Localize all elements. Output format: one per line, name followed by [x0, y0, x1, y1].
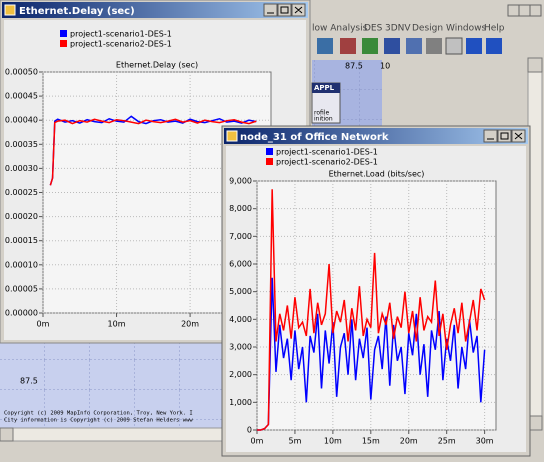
menu-item[interactable]: low Analysis — [312, 24, 368, 34]
y-tick-label: 0.00010 — [5, 260, 38, 269]
y-tick-label: 0.00035 — [5, 140, 38, 149]
x-tick-label: 15m — [362, 437, 380, 446]
y-tick-label: 0.00025 — [5, 188, 38, 197]
menu-item[interactable]: Help — [484, 24, 505, 34]
window-buttons[interactable] — [263, 3, 306, 17]
legend-swatch — [266, 148, 273, 155]
chart-title: Ethernet.Load (bits/sec) — [329, 170, 425, 179]
series-line — [49, 118, 257, 186]
series-line — [257, 277, 486, 431]
legend-swatch — [266, 158, 273, 165]
x-tick-label: 5m — [288, 437, 301, 446]
map-label: 87.5 — [20, 377, 38, 386]
y-tick-label: 4,000 — [229, 315, 252, 324]
window-title: node_31 of Office Network — [240, 132, 389, 143]
x-tick-label: 30m — [476, 437, 494, 446]
copyright: Copyright (c) 2009 MapInfo Corporation, … — [4, 411, 193, 417]
y-tick-label: 0.00015 — [5, 236, 38, 245]
y-tick-label: 0 — [247, 426, 252, 435]
x-tick-label: 10m — [324, 437, 342, 446]
ruler-label: 10 — [380, 62, 390, 71]
ruler-label: 87.5 — [345, 62, 363, 71]
y-tick-label: 0.00005 — [5, 284, 38, 293]
x-tick-label: 20m — [181, 320, 199, 329]
y-tick-label: 1,000 — [229, 398, 252, 407]
title-bar[interactable] — [224, 128, 528, 144]
window-icon — [226, 130, 238, 142]
y-tick-label: 8,000 — [229, 204, 252, 213]
y-tick-label: 0.00045 — [5, 92, 38, 101]
window-icon — [4, 4, 16, 16]
node-label: APPL — [314, 84, 335, 92]
menu-item[interactable]: Windows — [446, 24, 486, 34]
y-tick-label: 0.00000 — [5, 309, 38, 318]
legend-swatch — [60, 40, 67, 47]
legend-swatch — [60, 30, 67, 37]
title-bar[interactable] — [2, 2, 308, 18]
y-tick-label: 0.00050 — [5, 68, 38, 77]
vertical-scrollbar[interactable] — [527, 57, 543, 431]
node-label: inition — [314, 116, 333, 123]
y-tick-label: 0.00040 — [5, 116, 38, 125]
series-line — [257, 189, 486, 431]
toolbar[interactable] — [317, 37, 502, 55]
y-tick-label: 7,000 — [229, 232, 252, 241]
y-tick-label: 5,000 — [229, 287, 252, 296]
window-buttons[interactable] — [483, 129, 526, 143]
app-window-buttons[interactable] — [507, 4, 542, 17]
load-chart: project1-scenario1-DES-1project1-scenari… — [229, 148, 497, 446]
legend-label: project1-scenario2-DES-1 — [70, 40, 172, 49]
copyright: City information is Copyright (c) 2009 S… — [4, 418, 193, 424]
y-tick-label: 0.00020 — [5, 212, 38, 221]
load-window: node_31 of Office Network project1-scena… — [221, 125, 531, 457]
y-tick-label: 3,000 — [229, 343, 252, 352]
legend-label: project1-scenario2-DES-1 — [276, 158, 378, 167]
legend-label: project1-scenario1-DES-1 — [276, 148, 378, 157]
menu-item[interactable]: Design — [412, 24, 443, 34]
chart-title: Ethernet.Delay (sec) — [116, 61, 198, 70]
window-title: Ethernet.Delay (sec) — [19, 6, 135, 17]
menu-item[interactable]: 3DNV — [385, 24, 411, 34]
y-tick-label: 2,000 — [229, 370, 252, 379]
x-tick-label: 0m — [37, 320, 50, 329]
x-tick-label: 0m — [251, 437, 264, 446]
x-tick-label: 20m — [400, 437, 418, 446]
node-label: rofile — [314, 110, 329, 117]
y-tick-label: 6,000 — [229, 260, 252, 269]
legend-label: project1-scenario1-DES-1 — [70, 30, 172, 39]
node-icon[interactable]: APPL rofile inition — [311, 82, 341, 124]
y-tick-label: 0.00030 — [5, 164, 38, 173]
menu-item[interactable]: DES — [364, 24, 383, 34]
x-tick-label: 25m — [438, 437, 456, 446]
y-tick-label: 9,000 — [229, 177, 252, 186]
series-line — [49, 115, 257, 186]
x-tick-label: 10m — [108, 320, 126, 329]
